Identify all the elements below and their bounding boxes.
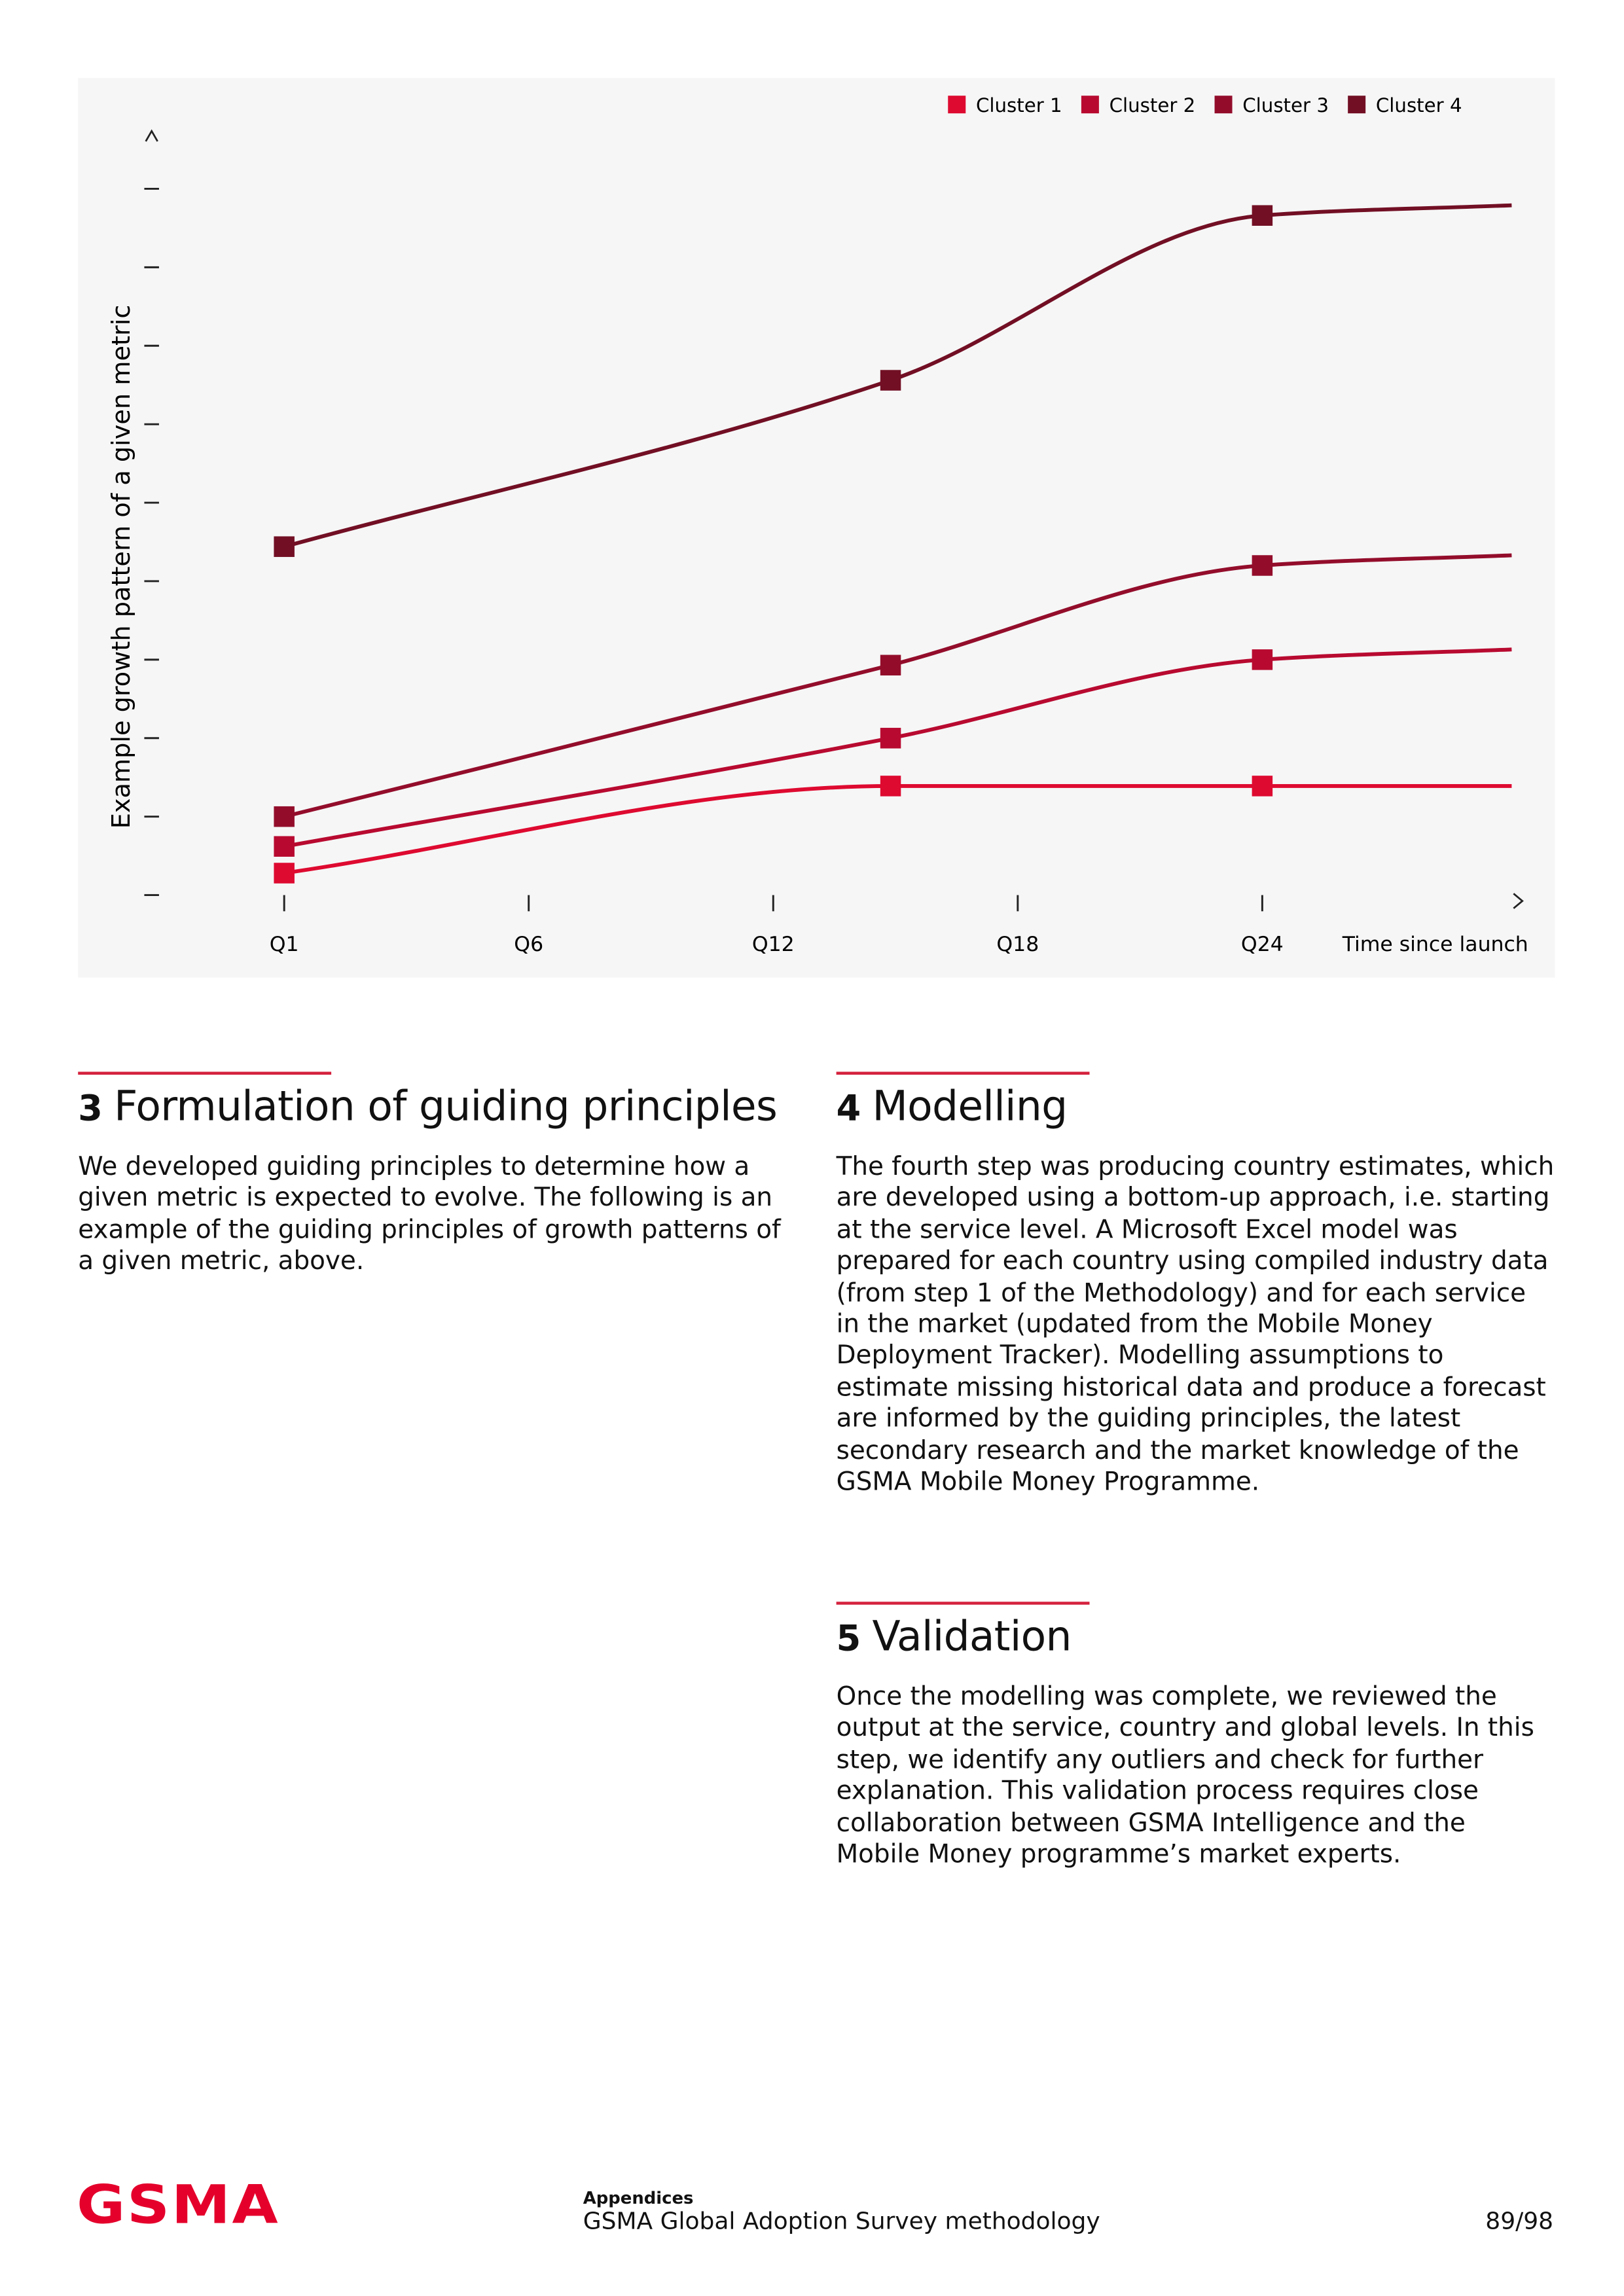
section-number: 3 [78,1088,103,1130]
series-line [283,783,1512,875]
section-title: Formulation of guiding principles [114,1082,778,1131]
series-line [283,203,1512,549]
x-tick-label: Q6 [514,933,543,956]
legend-label: Cluster 4 [1376,94,1462,117]
data-point [1252,776,1273,797]
section-rule [836,1602,1090,1604]
data-point [1252,205,1273,226]
y-axis-arrow [145,129,158,142]
legend-label: Cluster 1 [976,94,1062,117]
section-heading: 3 Formulation of guiding principles [78,1081,785,1135]
legend-label: Cluster 3 [1242,94,1329,117]
footer-section: Appendices [583,2187,694,2208]
data-point [274,836,295,857]
section: 4 Modelling The fourth step was producing… [837,1081,1555,1499]
data-point [880,776,901,797]
page-number: 89/98 [1485,2206,1554,2235]
section-text: Once the modelling was complete, we revi… [836,1682,1534,1870]
section-heading: 5 Validation [837,1611,1555,1665]
section: 5 Validation Once the modelling was compl… [837,1611,1555,1872]
y-axis-label: Example growth pattern of a given metric [107,305,136,829]
x-tick-label: Q12 [752,933,795,956]
legend-label: Cluster 2 [1110,94,1196,117]
data-point [274,863,295,884]
data-point [1252,555,1273,576]
x-tick-label: Q1 [270,933,299,956]
series-line [283,647,1512,849]
chart-background [78,78,1555,978]
section-heading: 4 Modelling [837,1081,1555,1135]
data-point [1252,649,1273,670]
section-title: Validation [872,1611,1072,1661]
data-point [880,370,901,391]
data-point [880,728,901,749]
section-text: We developed guiding principles to deter… [78,1153,781,1277]
chart: Example growth pattern of a given metric… [78,78,1555,978]
footer-document: GSMA Global Adoption Survey methodology [583,2206,1100,2235]
data-point [274,536,295,557]
section-number: 5 [836,1617,861,1659]
data-point [880,655,901,676]
series-line [283,553,1512,819]
legend-swatch [948,96,966,114]
section-title: Modelling [872,1082,1068,1131]
x-axis-arrow [1513,893,1524,909]
section-rule [836,1071,1090,1074]
legend-swatch [1348,96,1366,114]
x-tick-label: Q18 [996,933,1039,956]
x-axis-label: Time since launch [1342,933,1528,956]
section-text: The fourth step was producing country es… [836,1153,1555,1498]
legend: Cluster 1 Cluster 2 Cluster 3 Cluster 4 [948,94,1462,117]
section-number: 4 [836,1088,861,1130]
x-tick-label: Q24 [1241,933,1284,956]
section-rule [78,1071,332,1074]
section: 3 Formulation of guiding principles We de… [78,1081,785,1279]
data-point [274,806,295,827]
logo: GSMA [76,2176,280,2236]
legend-swatch [1081,96,1099,114]
legend-swatch [1214,96,1233,114]
